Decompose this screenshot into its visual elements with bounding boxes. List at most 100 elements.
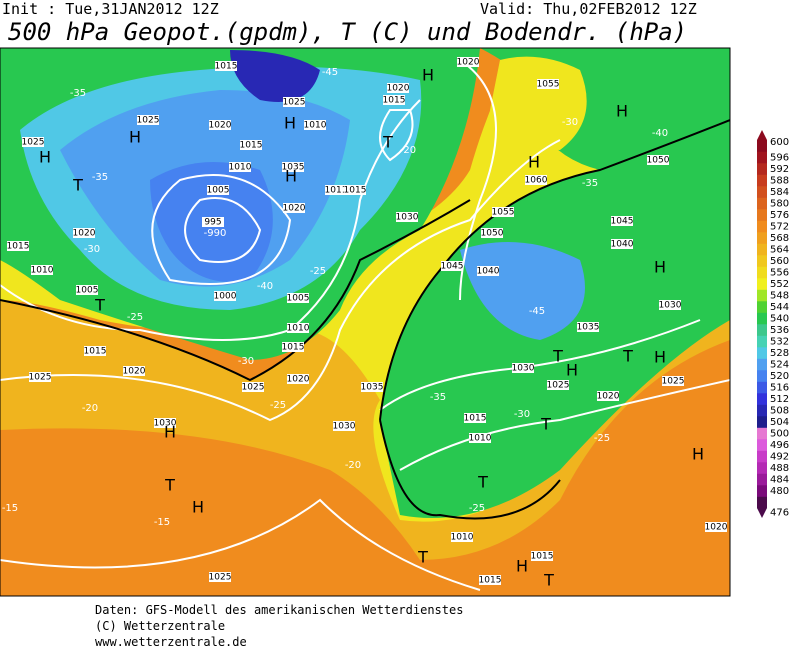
- pressure-center: T: [72, 176, 83, 195]
- isobar-label-bg: [477, 266, 499, 276]
- colorbar-swatch: [757, 427, 767, 440]
- isobar-label-bg: [76, 285, 98, 295]
- colorbar-swatch: [757, 450, 767, 463]
- colorbar-swatch: [757, 174, 767, 187]
- colorbar-swatch: [757, 266, 767, 279]
- isobar-label-bg: [344, 185, 366, 195]
- isobar-label: 1010: [287, 324, 310, 334]
- colorbar-swatch: [757, 473, 767, 486]
- pressure-center: H: [39, 148, 51, 167]
- pressure-center: H: [422, 66, 434, 85]
- colorbar-swatch: [757, 197, 767, 210]
- temperature-label: -30: [562, 117, 578, 128]
- pressure-center: H: [654, 258, 666, 277]
- pressure-center: H: [566, 361, 578, 380]
- isobar-label: 1020: [705, 523, 728, 533]
- isobar-label: 1020: [457, 58, 480, 68]
- isobar-label: 1025: [242, 383, 265, 393]
- colorbar-label: 540: [770, 313, 789, 324]
- temperature-label: -35: [582, 178, 598, 189]
- colorbar-label: 496: [770, 440, 789, 451]
- isobar-label: 1045: [611, 217, 634, 227]
- isobar-label: 1015: [479, 576, 502, 586]
- isobar-label: 1020: [283, 204, 306, 214]
- colorbar-label: 560: [770, 256, 789, 267]
- colorbar-label: 544: [770, 302, 789, 313]
- isobar-label-bg: [214, 291, 236, 301]
- temperature-label: -25: [127, 312, 143, 323]
- pressure-center: T: [164, 476, 175, 495]
- isobar-label: 1035: [577, 323, 600, 333]
- title: 500 hPa Geopot.(gpdm), T (C) und Bodendr…: [8, 18, 687, 46]
- colorbar-label: 572: [770, 221, 789, 232]
- colorbar-label: 520: [770, 371, 789, 382]
- pressure-center: H: [528, 153, 540, 172]
- isobar-label-bg: [457, 57, 479, 67]
- isobar-label-bg: [525, 175, 547, 185]
- pressure-center: T: [382, 133, 393, 152]
- isobar-label: 1015: [464, 414, 487, 424]
- colorbar-label: 552: [770, 279, 789, 290]
- isobar-label: 1025: [662, 377, 685, 387]
- isobar-label: 1030: [333, 422, 356, 432]
- isobar-label-bg: [304, 120, 326, 130]
- isobar-label-bg: [137, 115, 159, 125]
- isobar-label: 1055: [537, 80, 560, 90]
- colorbar-swatch: [757, 347, 767, 359]
- isobar-label: 1025: [29, 373, 52, 383]
- colorbar-label: 532: [770, 336, 789, 347]
- pressure-center: H: [692, 445, 704, 464]
- temperature-label: -15: [154, 517, 170, 528]
- isobar-label-bg: [387, 83, 409, 93]
- temperature-label: -45: [529, 306, 545, 317]
- isobar-label: 1040: [611, 240, 634, 250]
- colorbar-label: 584: [770, 187, 789, 198]
- isobar-label: 1015: [344, 186, 367, 196]
- isobar-label: 1050: [647, 156, 670, 166]
- colorbar-swatch: [757, 358, 767, 371]
- isobar-label: 1025: [22, 138, 45, 148]
- isobar-label: 1015: [383, 96, 406, 106]
- isobar-label-bg: [383, 95, 405, 105]
- isobar-label-bg: [207, 185, 229, 195]
- temperature-label: -20: [400, 145, 416, 156]
- colorbar-label: 500: [770, 428, 789, 439]
- isobar-label-bg: [73, 228, 95, 238]
- isobar-label-bg: [29, 372, 51, 382]
- isobar-label: 1040: [477, 267, 500, 277]
- isobar-label-bg: [215, 61, 237, 71]
- isobar-label: 1020: [209, 121, 232, 131]
- temperature-label: -30: [238, 356, 254, 367]
- colorbar-swatch: [757, 289, 767, 302]
- pressure-center: H: [516, 557, 528, 576]
- pressure-center: T: [543, 571, 554, 590]
- isobar-label-bg: [662, 376, 684, 386]
- isobar-label: 1015: [215, 62, 238, 72]
- isobar-label: 1020: [387, 84, 410, 94]
- isobar-label: 1025: [283, 98, 306, 108]
- temperature-label: -45: [322, 67, 338, 78]
- temperature-label: -25: [270, 400, 286, 411]
- isobar-label-bg: [441, 261, 463, 271]
- temperature-label: -15: [2, 503, 18, 514]
- isobar-label: 1035: [282, 163, 305, 173]
- isobar-label: 1035: [361, 383, 384, 393]
- colorbar-swatch: [757, 243, 767, 256]
- isobar-label: 1060: [525, 176, 548, 186]
- isobar-label-bg: [659, 300, 681, 310]
- isobar-label: 1025: [137, 116, 160, 126]
- colorbar-label: 516: [770, 382, 789, 393]
- footer-line: www.wetterzentrale.de: [95, 635, 247, 648]
- colorbar-label: 580: [770, 198, 789, 209]
- colorbar-arrow: [757, 508, 767, 518]
- isobar-label-bg: [469, 433, 491, 443]
- pressure-center: T: [477, 473, 488, 492]
- temperature-label: -25: [469, 503, 485, 514]
- colorbar-label: 596: [770, 152, 789, 163]
- colorbar-label: 524: [770, 359, 789, 370]
- isobar-label: 1015: [7, 242, 30, 252]
- isobar-label: 1025: [547, 381, 570, 391]
- isobar-label: 1055: [492, 208, 515, 218]
- colorbar-label: 504: [770, 417, 789, 428]
